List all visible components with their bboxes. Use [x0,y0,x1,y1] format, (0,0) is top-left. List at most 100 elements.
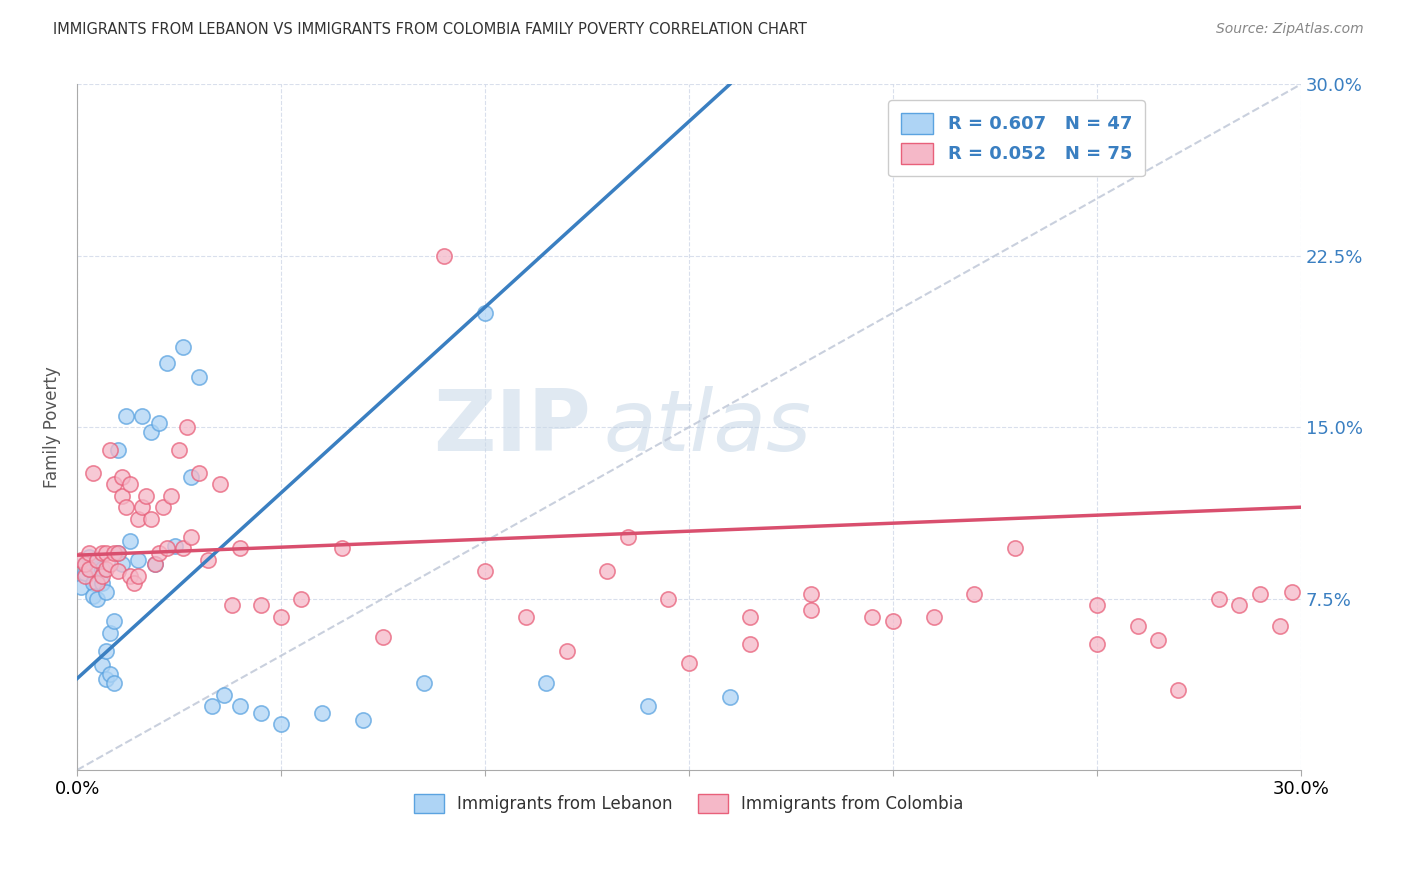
Point [152,500,174,515]
Point [555,644,578,658]
Point [79,562,101,576]
Point [433,249,456,263]
Point [94,584,117,599]
Point [120,534,142,549]
Point [107,564,129,578]
Point [90,562,112,576]
Point [107,546,129,560]
Point [120,568,142,582]
Point [107,443,129,458]
Point [111,470,134,484]
Point [82,575,104,590]
Point [148,416,170,430]
Point [208,477,231,491]
Point [180,530,202,544]
Point [160,489,183,503]
Legend: Immigrants from Lebanon, Immigrants from Colombia: Immigrants from Lebanon, Immigrants from… [404,784,973,823]
Point [1147,632,1170,647]
Point [127,568,149,582]
Point [148,546,170,560]
Point [70,580,93,594]
Point [249,706,271,720]
Point [1126,619,1149,633]
Point [1281,584,1303,599]
Point [75,566,97,581]
Point [188,466,211,480]
Point [135,489,157,503]
Point [249,599,271,613]
Point [1085,599,1108,613]
Point [229,541,252,556]
Point [90,568,112,582]
Point [122,575,145,590]
Point [270,610,292,624]
Point [637,698,659,713]
Point [90,546,112,560]
Point [176,420,198,434]
Point [75,568,97,582]
Point [596,564,619,578]
Point [534,676,557,690]
Point [103,676,125,690]
Point [412,676,434,690]
Point [718,690,741,704]
Point [212,688,235,702]
Point [82,590,104,604]
Point [172,340,194,354]
Point [94,672,117,686]
Point [657,591,679,606]
Point [197,553,219,567]
Point [156,541,179,556]
Point [180,470,202,484]
Point [515,610,537,624]
Point [221,599,243,613]
Point [474,564,496,578]
Text: Source: ZipAtlas.com: Source: ZipAtlas.com [1216,22,1364,37]
Point [139,511,162,525]
Point [103,546,125,560]
Point [127,511,149,525]
Point [800,587,823,601]
Point [1270,619,1292,633]
Point [143,558,166,572]
Point [86,562,108,576]
Point [98,667,121,681]
Point [120,477,142,491]
Point [1085,637,1108,651]
Point [860,610,883,624]
Point [79,562,101,576]
Point [127,553,149,567]
Point [75,558,97,572]
Point [90,575,112,590]
Text: IMMIGRANTS FROM LEBANON VS IMMIGRANTS FROM COLOMBIA FAMILY POVERTY CORRELATION C: IMMIGRANTS FROM LEBANON VS IMMIGRANTS FR… [53,22,807,37]
Y-axis label: Family Poverty: Family Poverty [44,367,60,488]
Point [82,466,104,480]
Point [131,500,153,515]
Point [474,306,496,320]
Point [800,603,823,617]
Point [330,541,353,556]
Point [270,717,292,731]
Point [94,546,117,560]
Point [103,615,125,629]
Point [90,657,112,672]
Point [111,489,134,503]
Point [131,409,153,423]
Point [738,637,761,651]
Point [139,425,162,439]
Point [1004,541,1026,556]
Point [163,539,186,553]
Point [616,530,638,544]
Point [882,615,904,629]
Point [143,558,166,572]
Point [86,553,108,567]
Point [1167,683,1189,698]
Point [86,575,108,590]
Point [79,546,101,560]
Point [678,656,700,670]
Point [111,558,134,572]
Point [311,706,333,720]
Point [70,553,93,567]
Point [172,541,194,556]
Text: atlas: atlas [603,385,811,468]
